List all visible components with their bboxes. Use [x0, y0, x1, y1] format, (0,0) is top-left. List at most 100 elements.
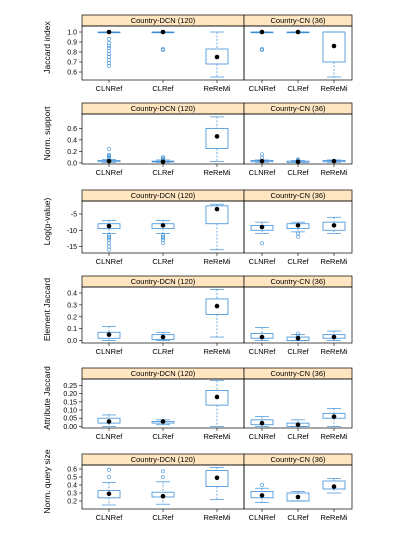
- y-axis-label: Norm. support: [42, 106, 52, 160]
- outlier-point: [107, 44, 111, 48]
- median-point: [295, 422, 301, 428]
- median-point: [295, 223, 301, 228]
- median-point: [106, 223, 112, 229]
- category-label: ReReMi: [320, 513, 347, 522]
- category-label: CLRef: [152, 347, 174, 356]
- box: [205, 470, 229, 488]
- median-point: [259, 29, 265, 35]
- panel-strip-label: Country-CN (36): [270, 369, 326, 378]
- category-label: CLNRef: [249, 84, 277, 93]
- y-tick-label: 1.0: [67, 30, 77, 37]
- median-point: [106, 491, 112, 497]
- median-point: [295, 29, 301, 35]
- median-point: [259, 493, 265, 498]
- outlier-point: [107, 154, 111, 158]
- median-point: [295, 159, 301, 165]
- category-label: ReReMi: [320, 84, 347, 93]
- median-point: [160, 223, 166, 228]
- median-point: [160, 159, 166, 165]
- median-point: [331, 158, 337, 164]
- panel-strip-label: Country-DCN (120): [131, 16, 196, 25]
- category-label: CLNRef: [96, 257, 124, 266]
- box: [205, 48, 229, 65]
- y-tick-label: 0.5: [67, 475, 77, 482]
- median-point: [106, 29, 112, 35]
- outlier-point: [107, 37, 111, 41]
- box: [286, 492, 310, 502]
- y-tick-label: 0.20: [63, 391, 77, 398]
- outlier-point: [161, 48, 165, 52]
- median-point: [295, 335, 301, 341]
- median-point: [106, 332, 112, 337]
- category-label: ReReMi: [320, 168, 347, 177]
- y-tick-label: -15: [67, 244, 77, 251]
- category-label: ReReMi: [203, 347, 230, 356]
- panel-strip-label: Country-CN (36): [270, 277, 326, 286]
- outlier-point: [296, 231, 300, 236]
- outlier-point: [107, 467, 111, 472]
- category-label: CLRef: [287, 513, 309, 522]
- category-label: ReReMi: [203, 432, 230, 441]
- panel-strip-label: Country-DCN (120): [131, 277, 196, 286]
- outlier-point: [161, 155, 165, 160]
- median-point: [214, 394, 220, 400]
- y-tick-label: 0.0: [67, 160, 77, 167]
- y-tick-label: 0.25: [63, 383, 77, 390]
- category-label: CLNRef: [96, 84, 124, 93]
- panel-strip-label: Country-CN (36): [270, 455, 326, 464]
- outlier-point: [161, 475, 165, 479]
- category-label: ReReMi: [320, 432, 347, 441]
- median-point: [259, 158, 265, 164]
- median-point: [331, 334, 337, 340]
- category-label: CLRef: [152, 513, 174, 522]
- outlier-point: [107, 247, 111, 252]
- outlier-point: [296, 331, 300, 336]
- median-point: [214, 54, 220, 60]
- outlier-point: [107, 155, 111, 160]
- box: [322, 480, 346, 490]
- median-point: [160, 334, 166, 340]
- category-label: CLNRef: [249, 432, 277, 441]
- y-tick-label: 0.10: [63, 408, 77, 415]
- category-label: CLRef: [287, 84, 309, 93]
- y-axis-label: Log(p-value): [42, 197, 52, 245]
- category-label: CLNRef: [249, 347, 277, 356]
- outlier-point: [107, 64, 111, 68]
- median-point: [214, 206, 220, 212]
- panel-strip-label: Country-CN (36): [270, 16, 326, 25]
- outlier-point: [107, 475, 111, 479]
- box: [322, 31, 346, 63]
- category-label: CLNRef: [249, 257, 277, 266]
- category-label: ReReMi: [320, 257, 347, 266]
- y-axis-label: Norm. query size: [42, 449, 52, 514]
- category-label: CLNRef: [96, 432, 124, 441]
- box: [151, 334, 175, 340]
- y-tick-label: 0.6: [67, 126, 77, 133]
- y-tick-label: 0.2: [67, 499, 77, 506]
- category-label: CLRef: [152, 168, 174, 177]
- median-point: [259, 334, 265, 340]
- y-tick-label: 0.7: [67, 60, 77, 67]
- y-tick-label: 0.9: [67, 40, 77, 47]
- category-label: CLNRef: [249, 513, 277, 522]
- outlier-point: [260, 48, 264, 52]
- y-tick-label: 0.1: [67, 326, 77, 333]
- category-label: CLNRef: [96, 513, 124, 522]
- outlier-point: [260, 155, 264, 160]
- y-tick-label: 0.4: [67, 137, 77, 144]
- y-tick-label: 0.00: [63, 424, 77, 431]
- median-point: [331, 223, 337, 228]
- outlier-point: [161, 236, 165, 241]
- outlier-point: [107, 244, 111, 249]
- y-tick-label: -5: [71, 212, 77, 219]
- category-label: CLNRef: [249, 168, 277, 177]
- panel-strip-label: Country-CN (36): [270, 191, 326, 200]
- y-tick-label: 0.0: [67, 338, 77, 345]
- median-point: [160, 29, 166, 35]
- median-point: [331, 414, 337, 419]
- median-point: [160, 493, 166, 499]
- panel-strip-label: Country-DCN (120): [131, 191, 196, 200]
- category-label: ReReMi: [203, 84, 230, 93]
- category-label: ReReMi: [203, 513, 230, 522]
